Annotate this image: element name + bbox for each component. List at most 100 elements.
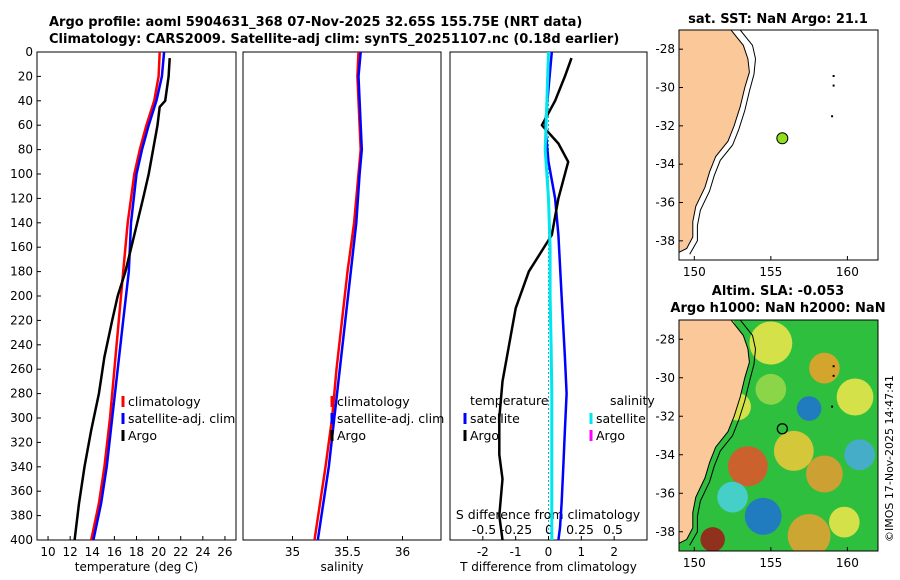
- salinity-difference-tick-label: 0: [545, 522, 553, 537]
- map-group-2: 150 155 160 -28 -30 -32 -34 -36 -38: [655, 319, 879, 570]
- salinity-difference-tick-label: 0.25: [566, 522, 594, 537]
- difference-x-axis-label: T difference from climatology: [459, 560, 637, 574]
- diff-legend-sal-argo-label: Argo: [596, 428, 625, 443]
- x-tick-label: -2: [477, 545, 489, 559]
- map-frame: [678, 319, 879, 552]
- x-tick-label: 18: [129, 545, 144, 559]
- map-x-tick-label: 155: [759, 265, 782, 279]
- y-tick-label: 200: [10, 289, 33, 303]
- x-tick-label: 22: [173, 545, 188, 559]
- island-dot: [832, 75, 835, 77]
- y-tick-label: 360: [10, 484, 33, 498]
- salinity-difference-tick-label: -0.5: [472, 522, 496, 537]
- y-tick-label: 120: [10, 191, 33, 205]
- sal-legend-satellite-label: satellite-adj. clim: [337, 411, 444, 426]
- map-x-tick-label: 155: [759, 556, 782, 570]
- sla-anomaly-blob: [829, 506, 860, 538]
- y-tick-label: 100: [10, 167, 33, 181]
- sal-legend-climatology-label: climatology: [337, 394, 410, 409]
- x-tick-label: 16: [107, 545, 122, 559]
- map-y-tick-label: -38: [655, 525, 675, 539]
- x-tick-label: 14: [85, 545, 100, 559]
- map-inner: [679, 320, 878, 551]
- y-tick-label: 380: [10, 509, 33, 523]
- y-tick-label: 0: [25, 45, 33, 59]
- map-y-tick-label: -30: [655, 371, 675, 385]
- argo-float-marker: [776, 132, 789, 145]
- map-frame: [678, 29, 879, 261]
- map-y-tick-label: -36: [655, 196, 675, 210]
- y-tick-label: 80: [18, 143, 33, 157]
- difference-series-line: [543, 51, 554, 540]
- island-dot: [832, 84, 835, 87]
- map-y-tick-label: -38: [655, 234, 675, 248]
- map-y-tick-label: -32: [655, 119, 675, 133]
- salinity-series-line: [313, 51, 362, 541]
- sla-anomaly-blob: [836, 378, 874, 416]
- temp-legend-climatology-label: climatology: [128, 394, 201, 409]
- island-dot: [831, 115, 834, 118]
- map-x-tick-label: 160: [836, 556, 859, 570]
- map-y-tick-label: -36: [655, 486, 675, 500]
- map-x-tick-label: 150: [683, 265, 706, 279]
- x-tick-label: -1: [510, 545, 522, 559]
- sla-anomaly-blob: [844, 439, 875, 471]
- x-tick-label: 36: [395, 545, 410, 559]
- y-tick-label: 260: [10, 362, 33, 376]
- island-dot: [832, 365, 835, 368]
- land-mass: [679, 30, 750, 260]
- temperature-series-line: [73, 58, 171, 541]
- salinity-difference-tick-label: -0.25: [500, 522, 532, 537]
- sla-anomaly-blob: [755, 373, 787, 405]
- y-tick-label: 300: [10, 411, 33, 425]
- y-tick-label: 20: [18, 69, 33, 83]
- temperature-series-line: [89, 51, 161, 541]
- sst-map-title: sat. SST: NaN Argo: 21.1: [688, 12, 868, 27]
- map-group-1: 150 155 160 -28 -30 -32 -34 -36 -38: [655, 29, 879, 279]
- y-tick-label: 140: [10, 216, 33, 230]
- diff-legend-salinity-title: salinity: [610, 393, 655, 408]
- sla-anomaly-blob: [806, 455, 843, 493]
- sla-map-subtitle: Argo h1000: NaN h2000: NaN: [670, 301, 885, 316]
- sla-anomaly-blob: [727, 446, 768, 487]
- x-tick-label: 1: [578, 545, 586, 559]
- x-tick-label: 10: [40, 545, 55, 559]
- sla-anomaly-blob: [717, 481, 748, 513]
- sla-anomaly-blob: [749, 321, 793, 365]
- x-tick-label: 35: [285, 545, 300, 559]
- salinity-series-line: [316, 51, 364, 541]
- x-tick-label: 24: [195, 545, 210, 559]
- sal-legend-argo-label: Argo: [337, 428, 366, 443]
- island-dot: [831, 405, 834, 408]
- y-tick-label: 240: [10, 338, 33, 352]
- salinity-difference-tick-label: 0.5: [603, 522, 623, 537]
- x-tick-label: 12: [63, 545, 78, 559]
- map-y-tick-label: -28: [655, 332, 675, 346]
- shelf-contour: [689, 320, 757, 546]
- sla-map-title: Altim. SLA: -0.053: [712, 284, 844, 299]
- sla-anomaly-blob: [744, 497, 782, 535]
- sla-anomaly-blob: [787, 514, 831, 551]
- sla-anomaly-blob: [773, 430, 814, 471]
- figure-title-line1: Argo profile: aoml 5904631_368 07-Nov-20…: [49, 15, 583, 30]
- map-y-tick-label: -32: [655, 409, 675, 423]
- diff-legend-temp-argo-label: Argo: [470, 428, 499, 443]
- island-dot: [832, 374, 835, 377]
- y-tick-label: 340: [10, 460, 33, 474]
- x-tick-label: 20: [151, 545, 166, 559]
- diff-legend-temp-satellite-label: satellite: [470, 411, 520, 426]
- shelf-contour: [689, 30, 757, 255]
- temperature-series-line: [92, 51, 166, 541]
- y-tick-label: 280: [10, 387, 33, 401]
- argo-float-marker: [776, 423, 788, 435]
- temperature-axes-frame: [36, 51, 237, 541]
- map-y-tick-label: -34: [655, 448, 675, 462]
- x-tick-label: 35.5: [334, 545, 361, 559]
- sla-anomaly-blob: [809, 352, 840, 384]
- sla-anomaly-blob: [700, 527, 725, 551]
- y-tick-label: 400: [10, 533, 33, 547]
- y-tick-label: 220: [10, 313, 33, 327]
- temp-legend-satellite-label: satellite-adj. clim: [128, 411, 235, 426]
- diff-legend-temperature-title: temperature: [470, 393, 549, 408]
